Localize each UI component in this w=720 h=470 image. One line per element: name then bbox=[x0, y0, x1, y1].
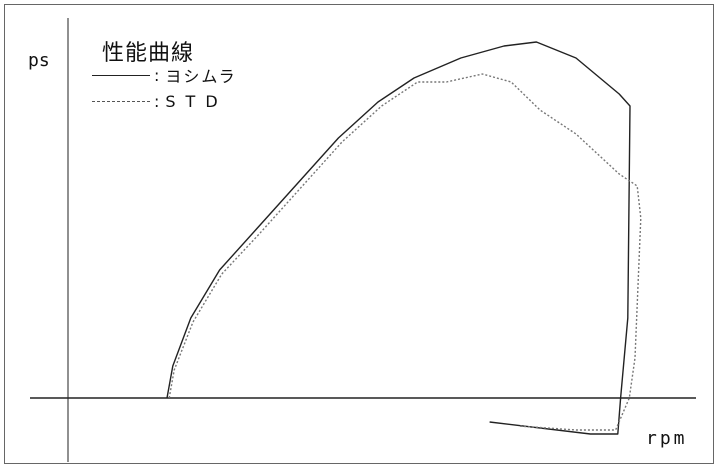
legend-label-std: STD bbox=[165, 91, 228, 111]
y-axis-label: ps bbox=[28, 50, 50, 71]
legend-label-yoshimura: ヨシムラ bbox=[165, 67, 237, 86]
chart-title: 性能曲線 bbox=[102, 41, 195, 66]
legend-swatch-solid bbox=[92, 74, 150, 76]
legend-colon: : bbox=[154, 65, 160, 85]
series-line-std bbox=[168, 73, 642, 431]
legend-item-yoshimura: : ヨシムラ bbox=[92, 65, 237, 86]
series-line-yoshimura bbox=[166, 41, 631, 435]
legend-colon: : bbox=[154, 91, 160, 111]
chart-frame bbox=[4, 4, 714, 464]
x-axis-label: rpm bbox=[646, 428, 688, 449]
legend-item-std: : STD bbox=[92, 91, 228, 111]
legend-swatch-dotted bbox=[92, 100, 150, 102]
